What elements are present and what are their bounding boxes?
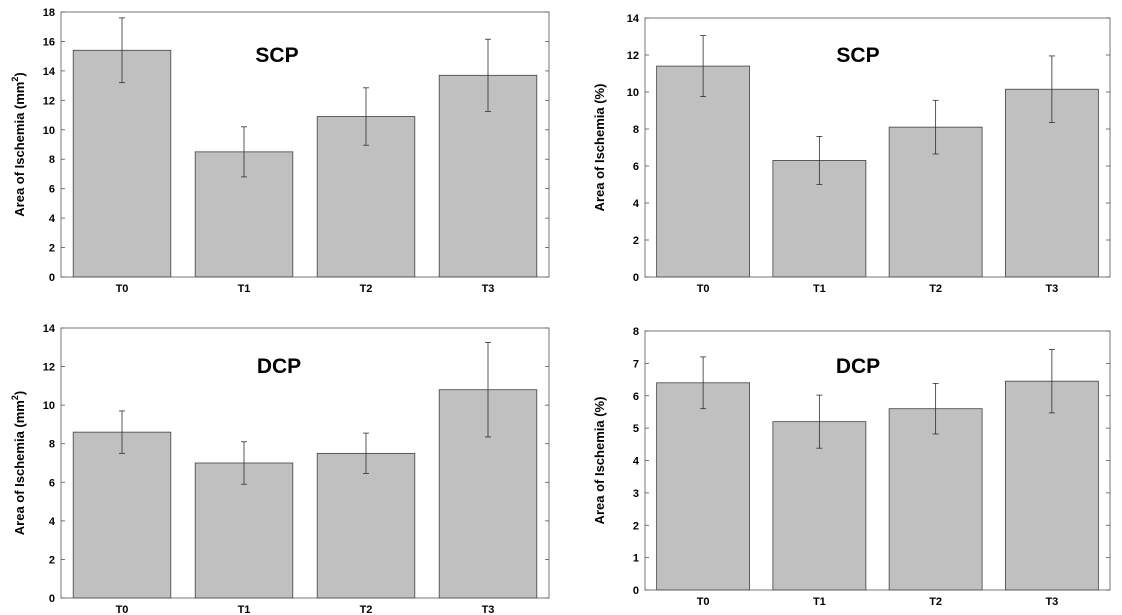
bar-t3 [1004, 380, 1099, 591]
y-tick-label: 18 [43, 7, 55, 19]
bar-t1 [772, 421, 867, 591]
x-tick-label: T0 [116, 283, 129, 295]
y-axis-label: Area of Ischemia (%) [592, 84, 607, 212]
y-tick-label: 8 [633, 124, 639, 136]
error-bar-t2 [932, 99, 939, 155]
y-tick-label: 14 [627, 13, 640, 25]
x-tick-label: T1 [813, 596, 826, 608]
x-tick-label: T0 [697, 596, 710, 608]
chart-dcp-area-mm2: T0 T1 T2 T3 0 2 4 6 8 10 12 14 DCP Area of Ischemia (… [10, 323, 550, 615]
x-tick-label: T2 [360, 604, 373, 615]
y-tick-label: 8 [633, 326, 639, 338]
bar-t2 [888, 408, 983, 591]
panel-title: DCP [257, 355, 301, 378]
error-bar-t2 [363, 432, 369, 475]
x-tick-label: T2 [929, 596, 942, 608]
bar-t0 [72, 431, 172, 599]
y-tick-label: 2 [49, 243, 55, 255]
x-tick-label: T0 [116, 604, 129, 615]
x-tick-label: T1 [238, 604, 251, 615]
y-tick-label: 4 [633, 456, 640, 468]
x-tick-label: T1 [813, 283, 826, 295]
error-bar-t2 [932, 383, 939, 435]
x-tick-label: T3 [482, 283, 495, 295]
y-tick-label: 3 [633, 488, 639, 500]
y-tick-label: 2 [633, 235, 639, 247]
y-tick-label: 5 [633, 423, 639, 435]
error-bar-t0 [700, 356, 707, 410]
y-axis-label: Area of Ischemia (mm2) [10, 391, 27, 535]
error-bar-t0 [119, 17, 125, 84]
y-tick-label: 2 [633, 520, 639, 532]
error-bar-t0 [119, 410, 125, 454]
y-tick-label: 4 [49, 213, 56, 225]
bar-t0 [656, 382, 751, 591]
y-tick-label: 10 [627, 87, 639, 99]
y-tick-label: 8 [49, 154, 55, 166]
x-tick-label: T0 [697, 283, 710, 295]
error-bar-t3 [1048, 349, 1055, 414]
y-tick-label: 1 [633, 553, 639, 565]
y-tick-label: 14 [43, 323, 56, 335]
bar-t0 [656, 65, 751, 278]
y-tick-label: 12 [43, 362, 55, 374]
x-tick-label: T2 [360, 283, 373, 295]
y-axis-label: Area of Ischemia (%) [592, 397, 607, 525]
error-bar-t3 [1048, 55, 1055, 123]
chart-scp-area-mm2: T0 T1 T2 T3 0 2 4 6 8 10 12 14 16 18 SCP Area of Ischem… [10, 7, 550, 295]
y-tick-label: 6 [633, 161, 639, 173]
error-bar-t1 [816, 394, 823, 449]
y-tick-label: 6 [49, 184, 55, 196]
error-bar-t1 [816, 135, 823, 185]
x-tick-label: T3 [482, 604, 495, 615]
x-tick-label: T1 [238, 283, 251, 295]
y-tick-label: 0 [633, 585, 639, 597]
panel-title: SCP [255, 44, 298, 67]
y-tick-label: 10 [43, 400, 55, 412]
bar-t0 [72, 49, 172, 278]
x-tick-label: T3 [1045, 596, 1058, 608]
y-tick-label: 7 [633, 358, 639, 370]
bar-t2 [316, 452, 416, 599]
error-bar-t3 [485, 342, 491, 438]
x-tick-label: T2 [929, 283, 942, 295]
error-bar-t2 [363, 87, 369, 146]
y-tick-label: 0 [49, 272, 55, 284]
y-tick-label: 2 [49, 554, 55, 566]
chart-scp-area-percent: T0 T1 T2 T3 0 2 4 6 8 10 12 14 SCP Area of Ischemia (… [592, 13, 1111, 295]
y-tick-label: 10 [43, 125, 55, 137]
plot-frame [60, 327, 550, 599]
error-bar-t1 [241, 126, 247, 178]
error-bar-t1 [241, 441, 247, 485]
y-tick-label: 0 [633, 272, 639, 284]
y-tick-label: 14 [43, 66, 56, 78]
y-tick-label: 4 [49, 516, 56, 528]
bar-t2 [888, 126, 983, 278]
y-tick-label: 12 [43, 95, 55, 107]
panel-title: SCP [836, 44, 879, 67]
y-tick-label: 16 [43, 36, 55, 48]
y-tick-label: 6 [633, 391, 639, 403]
y-tick-label: 4 [633, 198, 640, 210]
bar-t1 [194, 462, 294, 599]
error-bar-t0 [700, 35, 707, 98]
y-tick-label: 8 [49, 439, 55, 451]
y-tick-label: 0 [49, 593, 55, 605]
plot-frame [644, 17, 1111, 278]
chart-dcp-area-percent: T0 T1 T2 T3 0 1 2 3 4 5 6 7 8 DCP Area of Ischemia (%) [592, 326, 1111, 608]
plot-frame [60, 11, 550, 278]
y-axis-label: Area of Ischemia (mm2) [10, 72, 27, 216]
y-tick-label: 6 [49, 477, 55, 489]
error-bar-t3 [485, 38, 491, 112]
panel-title: DCP [836, 355, 880, 378]
y-tick-label: 12 [627, 50, 639, 62]
x-tick-label: T3 [1045, 283, 1058, 295]
